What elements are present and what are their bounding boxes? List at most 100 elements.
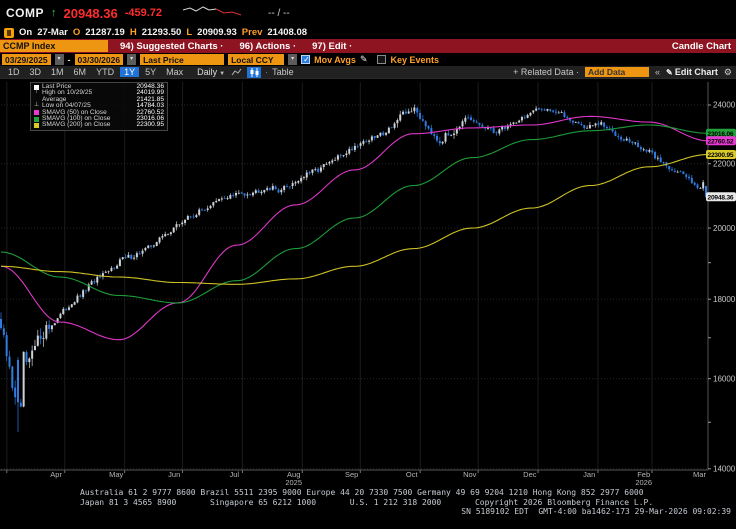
series-color-swatch	[34, 116, 39, 122]
collapse-icon[interactable]	[655, 67, 660, 77]
legend-row: SMAVG (200) on Close 22300.95	[34, 121, 164, 129]
y-axis-tick: 18000	[713, 295, 736, 304]
legend-label: SMAVG (100) on Close	[42, 115, 111, 123]
add-data-input[interactable]: Add Data	[584, 67, 649, 77]
net-change: -459.72	[124, 7, 163, 19]
calendar-from-button[interactable]: ▾	[54, 54, 64, 65]
gear-icon[interactable]	[724, 67, 732, 78]
menu-item[interactable]: 96) Actions ·	[239, 40, 297, 52]
chart-type-label: Candle Chart	[671, 40, 731, 52]
line-chart-icon[interactable]	[229, 67, 243, 78]
legend-row: SMAVG (50) on Close 22760.52	[34, 108, 164, 116]
open-label: O	[72, 27, 81, 38]
legend-label: Low on 04/07/25	[42, 102, 91, 110]
menu-bar: CCMP Index 94) Suggested Charts · 96) Act…	[0, 39, 736, 53]
bid-ask-range: -- / --	[268, 7, 290, 19]
key-events-checkbox[interactable]	[377, 55, 387, 64]
price-field-select[interactable]: Last Price	[140, 54, 225, 65]
x-axis-month-label: Oct	[406, 470, 419, 479]
low-label: L	[186, 27, 193, 38]
legend-value: 23016.06	[136, 115, 164, 123]
title-bar: COMP ↑ 20948.36 -459.72 -- / --	[0, 0, 736, 26]
menu-items: 94) Suggested Charts · 96) Actions · 97) E…	[120, 41, 672, 52]
open-value: 21287.19	[85, 27, 125, 38]
mov-avgs-checkbox[interactable]	[301, 55, 311, 64]
alert-icon[interactable]	[4, 27, 14, 38]
currency-dropdown-button[interactable]: ▾	[288, 54, 298, 65]
legend-row: High on 10/29/25 24019.99	[34, 89, 164, 97]
axis-price-badge: 22760.52	[708, 138, 734, 145]
low-marker-icon	[34, 104, 39, 109]
x-axis-month-label: Sep	[345, 470, 358, 479]
related-data-button[interactable]: + Related Data ·	[513, 67, 579, 77]
prev-close-value: 21408.08	[267, 27, 308, 38]
period-tab-1m[interactable]: 1M	[51, 67, 64, 77]
series-color-swatch	[34, 110, 39, 116]
period-tab-3d[interactable]: 3D	[29, 67, 42, 77]
x-axis-month-label: Aug	[287, 470, 300, 479]
period-tab-5y[interactable]: 5Y	[145, 67, 157, 77]
footer-contact-line1: Australia 61 2 9777 8600 Brazil 5511 239…	[80, 488, 644, 497]
candle-chart-icon[interactable]	[247, 66, 262, 78]
legend-value: 22760.52	[136, 108, 164, 116]
edit-chart-button[interactable]: Edit Chart	[666, 67, 718, 77]
candle-chart[interactable]: Last Price 20948.36 High on 10/29/25 24019.…	[0, 78, 736, 490]
x-axis-month-label: Jun	[168, 470, 180, 479]
legend-value: 21421.85	[136, 95, 164, 103]
y-axis-tick: 16000	[713, 374, 736, 383]
mov-avgs-label: Mov Avgs	[314, 54, 356, 65]
legend-label: SMAVG (200) on Close	[42, 121, 111, 129]
tick-direction-arrow: ↑	[51, 7, 57, 19]
ticker-symbol: COMP	[6, 6, 44, 20]
period-tab-6m[interactable]: 6M	[73, 67, 87, 77]
calendar-to-button[interactable]: ▾	[127, 54, 137, 65]
period-tab-1y[interactable]: 1Y	[120, 67, 140, 77]
x-axis-year-label: 2026	[635, 478, 652, 487]
y-axis-tick: 22000	[713, 159, 736, 168]
session-prefix: On	[19, 27, 33, 38]
chart-legend: Last Price 20948.36 High on 10/29/25 24019.…	[30, 82, 168, 131]
currency-select[interactable]: Local CCY	[228, 54, 285, 65]
legend-value: 24019.99	[136, 89, 164, 97]
x-axis-month-label: Jan	[583, 470, 595, 479]
menu-item[interactable]: 97) Edit ·	[312, 40, 353, 52]
series-color-swatch	[34, 123, 39, 129]
period-tab-ytd[interactable]: YTD	[96, 67, 115, 77]
period-tabs: 1D 3D 1M 6M YTD 1Y 5Y Max	[4, 67, 187, 77]
chart-controls: 03/29/2025 ▾ - 03/30/2026 ▾ Last Price L…	[0, 53, 736, 66]
period-tab-max[interactable]: Max	[166, 67, 184, 77]
high-marker-icon	[34, 91, 39, 96]
session-date: 27-Mar	[37, 27, 68, 38]
y-axis-tick: 20000	[713, 224, 736, 233]
high-label: H	[129, 27, 137, 38]
table-button[interactable]: Table	[272, 67, 294, 77]
x-axis-month-label: Jul	[230, 470, 240, 479]
frequency-select[interactable]: Daily	[197, 67, 225, 77]
prev-label: Prev	[241, 27, 263, 38]
security-input[interactable]: CCMP Index	[0, 40, 108, 52]
x-axis-month-label: Apr	[50, 470, 62, 479]
key-events-label: Key Events	[390, 54, 440, 65]
period-tab-1d[interactable]: 1D	[8, 67, 20, 77]
y-axis-tick: 14000	[713, 465, 736, 474]
date-to-input[interactable]: 03/30/2026	[74, 54, 124, 65]
mov-avgs-edit-icon[interactable]	[360, 54, 368, 65]
date-from-input[interactable]: 03/29/2025	[2, 54, 51, 65]
legend-value: 14784.03	[136, 102, 164, 110]
legend-label: Average	[42, 95, 67, 103]
x-axis-month-label: Mar	[693, 470, 706, 479]
plot-area[interactable]: 14000160001800020000220002400023016.0622…	[0, 78, 736, 490]
date-range-separator: -	[67, 54, 71, 65]
legend-label: SMAVG (50) on Close	[42, 108, 107, 116]
legend-row: Average 21421.85	[34, 95, 164, 103]
x-axis-month-label: May	[109, 470, 123, 479]
menu-item[interactable]: 94) Suggested Charts ·	[120, 40, 224, 52]
x-axis-month-label: Feb	[637, 470, 650, 479]
quote-line: On 27-Mar O 21287.19 H 21293.50 L 20909.…	[0, 26, 736, 39]
terminal-footer: Australia 61 2 9777 8600 Brazil 5511 239…	[0, 484, 736, 529]
legend-label: High on 10/29/25	[42, 89, 93, 97]
axis-price-badge: 22300.95	[708, 152, 734, 159]
series-color-swatch	[34, 84, 39, 90]
footer-session-info: SN 5189102 EDT GMT-4:00 ba1462-173 29-Ma…	[461, 507, 731, 517]
last-price: 20948.36	[63, 5, 118, 21]
